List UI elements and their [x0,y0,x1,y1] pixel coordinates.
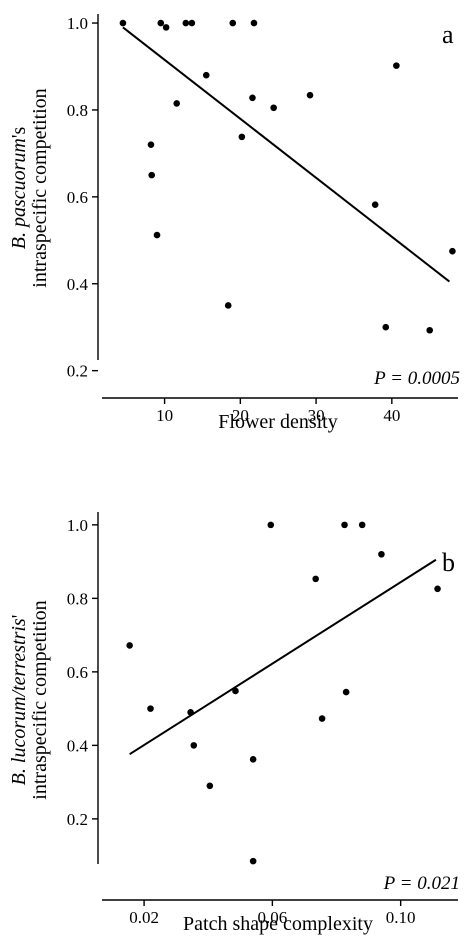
panel-a-data-point [393,62,400,69]
panel-a-data-point [238,133,246,141]
panel-b-data-point [190,742,198,749]
panel-a-data-point [270,104,277,112]
panel-a-data-point [249,94,256,102]
panel-a-x-axis-title: Flower density [218,411,337,433]
panel-b-y-tick-label: 0.4 [67,736,89,755]
panel-b-data-point [126,642,133,649]
panel-b-points [126,521,441,865]
panel-a-data-point [250,19,258,27]
panel-b-data-point [206,782,214,790]
panel-b-data-point [249,857,257,865]
panel-a-y-tick-label: 1.0 [67,14,88,33]
panel-b-letter: b [442,548,455,577]
panel-b-y-tick-label: 0.6 [67,663,88,682]
panel-a-y-tick-label: 0.8 [67,101,88,120]
panel-b-data-point [342,688,350,696]
panel-b-data-point [341,521,348,529]
panel-b-x-tick-label: 0.02 [129,908,159,927]
panel-b-data-point [358,521,366,529]
panel-b-p-value: P = 0.021 [383,873,460,894]
panel-a-data-point [426,326,434,334]
panel-a-y-tick-label: 0.2 [67,362,88,381]
panel-a-letter: a [442,20,454,49]
panel-b-data-point [267,521,275,529]
panel-a-data-point [188,19,196,27]
panel-a-data-point [202,71,210,79]
panel-a-data-point [148,171,156,179]
panel-a-y-axis-possessive: 's [8,127,30,139]
panel-b-data-point [318,715,326,722]
panel-a-p-value: P = 0.0005 [373,368,460,389]
panel-a-data-point [119,19,127,27]
panel-a-data-point [173,100,181,107]
panel-a-y-axis-title-line1: B. pascuorum's [8,127,30,250]
panel-b-y-tick-label: 1.0 [67,516,88,535]
panel-a: 0.2 0.4 0.6 0.8 1.0 10 20 30 40 a P = 0.0005 Flo… [8,14,460,433]
panel-b-data-point [434,585,441,593]
panel-a-x-tick-label: 40 [383,406,400,425]
panel-b-data-point [249,756,257,763]
panel-b-y-axis-title-line1: B. lucorum/terrestris' [8,615,30,786]
panel-a-y-axis-species: B. pascuorum [8,138,30,249]
panel-b: 0.20.40.60.81.00.02 0.06 0.10 b P = 0.021 … [8,512,460,935]
panel-a-data-point [182,19,190,27]
panel-a-data-point [157,19,165,27]
panel-b-x-tick-label: 0.10 [386,908,416,927]
panel-b-data-point [187,708,194,716]
panel-a-y-tick-label: 0.6 [67,188,88,207]
panel-a-data-point [162,24,170,31]
panel-b-y-axis-title-line2: intraspecific competition [29,600,51,799]
panel-a-data-point [449,247,456,255]
panel-a-data-point [229,19,237,27]
panel-a-ticks: 0.2 0.4 0.6 0.8 1.0 10 20 30 40 [67,14,401,425]
panel-b-data-point [312,575,319,583]
panel-b-x-tick-label: 0.06 [258,908,288,927]
panel-a-x-tick-label: 10 [156,406,173,425]
panel-a-data-point [371,201,379,208]
panel-b-data-point [147,705,154,712]
panel-b-regression-line [129,558,437,756]
panel-a-y-tick-label: 0.4 [67,275,89,294]
panel-a-data-point [147,141,155,149]
panel-b-x-axis-title: Patch shape complexity [183,913,373,935]
panel-a-data-point [382,323,390,331]
panel-a-regression-line [122,26,451,283]
panel-b-y-tick-label: 0.8 [67,589,88,608]
panel-a-x-tick-label: 30 [308,406,325,425]
panel-a-points [119,19,456,334]
panel-a-y-axis-title-line2: intraspecific competition [29,88,51,287]
panel-b-y-axis-possessive: ' [8,615,30,619]
panel-a-data-point [153,231,161,239]
panel-b-data-point [378,550,385,558]
panel-b-y-axis-species: B. lucorum/terrestris [8,618,30,785]
panel-a-x-tick-label: 20 [232,406,249,425]
panel-a-data-point [224,302,232,309]
panel-a-data-point [306,91,314,99]
panel-b-data-point [232,687,239,695]
panel-b-y-tick-label: 0.2 [67,810,88,829]
panel-b-ticks: 0.2 0.4 0.6 0.8 1.0 0.02 0.06 0.10 [67,516,416,927]
